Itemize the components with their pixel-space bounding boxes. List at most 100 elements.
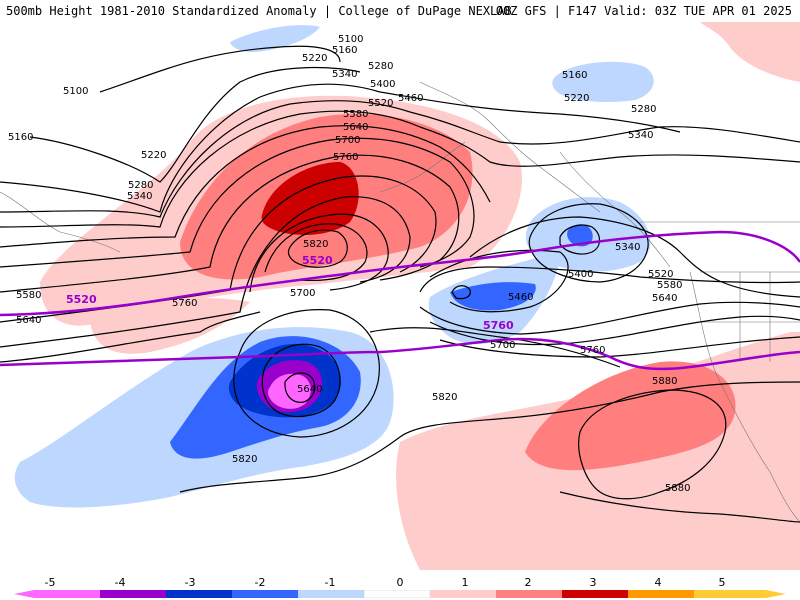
contour-5700-south: [233, 309, 380, 438]
contour-5700-east: [439, 336, 800, 358]
contour-5640-south: [261, 343, 341, 418]
negative-anomaly-medium-central: [450, 282, 536, 311]
negative-anomaly-magenta-southwest: [267, 373, 311, 409]
colorbar-tick: 0: [396, 576, 404, 589]
state-lines: [700, 271, 800, 362]
contour-5280: [0, 100, 800, 218]
map-header: 500mb Height 1981-2010 Standardized Anom…: [0, 0, 800, 22]
colorbar-segment: [232, 590, 298, 598]
label-5580-c: 5580: [657, 280, 682, 291]
colorbar-tick: 2: [524, 576, 532, 589]
colorbar-tick: -5: [44, 576, 56, 589]
label-5220-a: 5220: [302, 53, 327, 64]
siberia-coast: [0, 191, 121, 253]
label-5820-a: 5820: [303, 239, 328, 250]
label-5700-a: 5700: [335, 135, 360, 146]
label-5340-b: 5340: [127, 191, 152, 202]
positive-anomaly-light-west: [90, 298, 250, 354]
colorbar-tick: -2: [254, 576, 266, 589]
contour-5580-east: [419, 301, 800, 335]
label-5820-b: 5820: [232, 454, 257, 465]
contour-5520-thick: [0, 230, 800, 317]
label-5400-a: 5400: [370, 79, 395, 90]
contour-5760-north: [264, 223, 368, 282]
label-5580-b: 5580: [16, 290, 41, 301]
contour-5760-thick: [0, 337, 800, 371]
label-5400-c: 5400: [568, 269, 593, 280]
contour-5880: [559, 389, 800, 523]
label-5520-c: 5520: [648, 269, 673, 280]
label-5760-a: 5760: [333, 152, 358, 163]
contour-5100: [99, 45, 341, 93]
label-5460-a: 5460: [398, 93, 423, 104]
alaska-coast: [419, 81, 601, 213]
label-5580-a: 5580: [343, 109, 368, 120]
colorbar-segment: [496, 590, 562, 598]
label-5340-a: 5340: [332, 69, 357, 80]
label-5160-a: 5160: [332, 45, 357, 56]
contour-5820-north: [287, 229, 348, 268]
colorbar-arrow-right: [766, 590, 786, 598]
label-5460-c: 5460: [508, 292, 533, 303]
contour-5160: [29, 66, 361, 183]
colorbar-tick: -3: [184, 576, 196, 589]
contour-small-low: [451, 285, 471, 300]
coastlines: [0, 81, 800, 523]
label-5700-c: 5700: [490, 340, 515, 351]
positive-anomaly-light-northeast: [700, 22, 800, 82]
colorbar-segment: [100, 590, 166, 598]
label-5520-thick-b: 5520: [66, 293, 97, 306]
negative-anomaly-light-northwest: [230, 25, 320, 52]
label-5220-c: 5220: [564, 93, 589, 104]
label-5280-b: 5280: [128, 180, 153, 191]
negative-anomaly-light-north: [552, 61, 654, 102]
reference-labels: 5520 5520 5760: [66, 254, 514, 332]
height-contours: [0, 45, 800, 523]
contour-5640-east: [429, 315, 800, 346]
positive-anomaly-dark-north: [261, 162, 359, 235]
colorbar-segment: [298, 590, 364, 598]
colorbar-tick: 1: [461, 576, 469, 589]
contour-5700-north: [249, 213, 389, 293]
contour-5520: [0, 154, 460, 293]
colorbar-tick: 3: [589, 576, 597, 589]
anomaly-colorbar: -5 -4 -3 -2 -1 0 1 2 3 4 5: [0, 570, 800, 600]
contour-5400: [0, 125, 491, 248]
contour-5460-east: [429, 249, 569, 313]
bc-coast: [559, 151, 671, 268]
label-5760-c: 5760: [580, 345, 605, 356]
label-5280-c: 5280: [631, 104, 656, 115]
label-5820-c: 5820: [432, 392, 457, 403]
colorbar-segment: [694, 590, 766, 598]
label-5640-trough: 5640: [297, 384, 322, 395]
reference-contours: [0, 230, 800, 371]
contour-5400-east: [469, 216, 800, 298]
colorbar-arrow-left: [14, 590, 34, 598]
label-5340-c: 5340: [615, 242, 640, 253]
contour-5760-south: [0, 311, 621, 368]
contour-5460: [0, 137, 475, 268]
colorbar-segment: [166, 590, 232, 598]
aleutian-chain: [379, 141, 466, 193]
label-5520-a: 5520: [368, 98, 393, 109]
us-west-coast: [689, 271, 800, 523]
colorbar-tick: -4: [114, 576, 126, 589]
colorbar-segment: [628, 590, 694, 598]
colorbar-tick: 4: [654, 576, 662, 589]
label-5160-c: 5160: [562, 70, 587, 81]
weather-map: 5100 5160 5220 5280 5340 5400 5460 5520 …: [0, 22, 800, 570]
contour-5340: [0, 110, 800, 228]
label-5220-b: 5220: [141, 150, 166, 161]
contour-5220: [0, 83, 681, 213]
label-5640-b: 5640: [16, 315, 41, 326]
colorbar-segment: [562, 590, 628, 598]
colorbar-segment: [430, 590, 496, 598]
label-5520-thick-a: 5520: [302, 254, 333, 267]
label-5760-b: 5760: [172, 298, 197, 309]
label-5880-b: 5880: [665, 483, 690, 494]
label-5160-b: 5160: [8, 132, 33, 143]
contour-5580-south: [284, 372, 316, 403]
colorbar-segment: [363, 590, 431, 598]
contour-5340-coast: [528, 203, 649, 283]
label-5640-c: 5640: [652, 293, 677, 304]
